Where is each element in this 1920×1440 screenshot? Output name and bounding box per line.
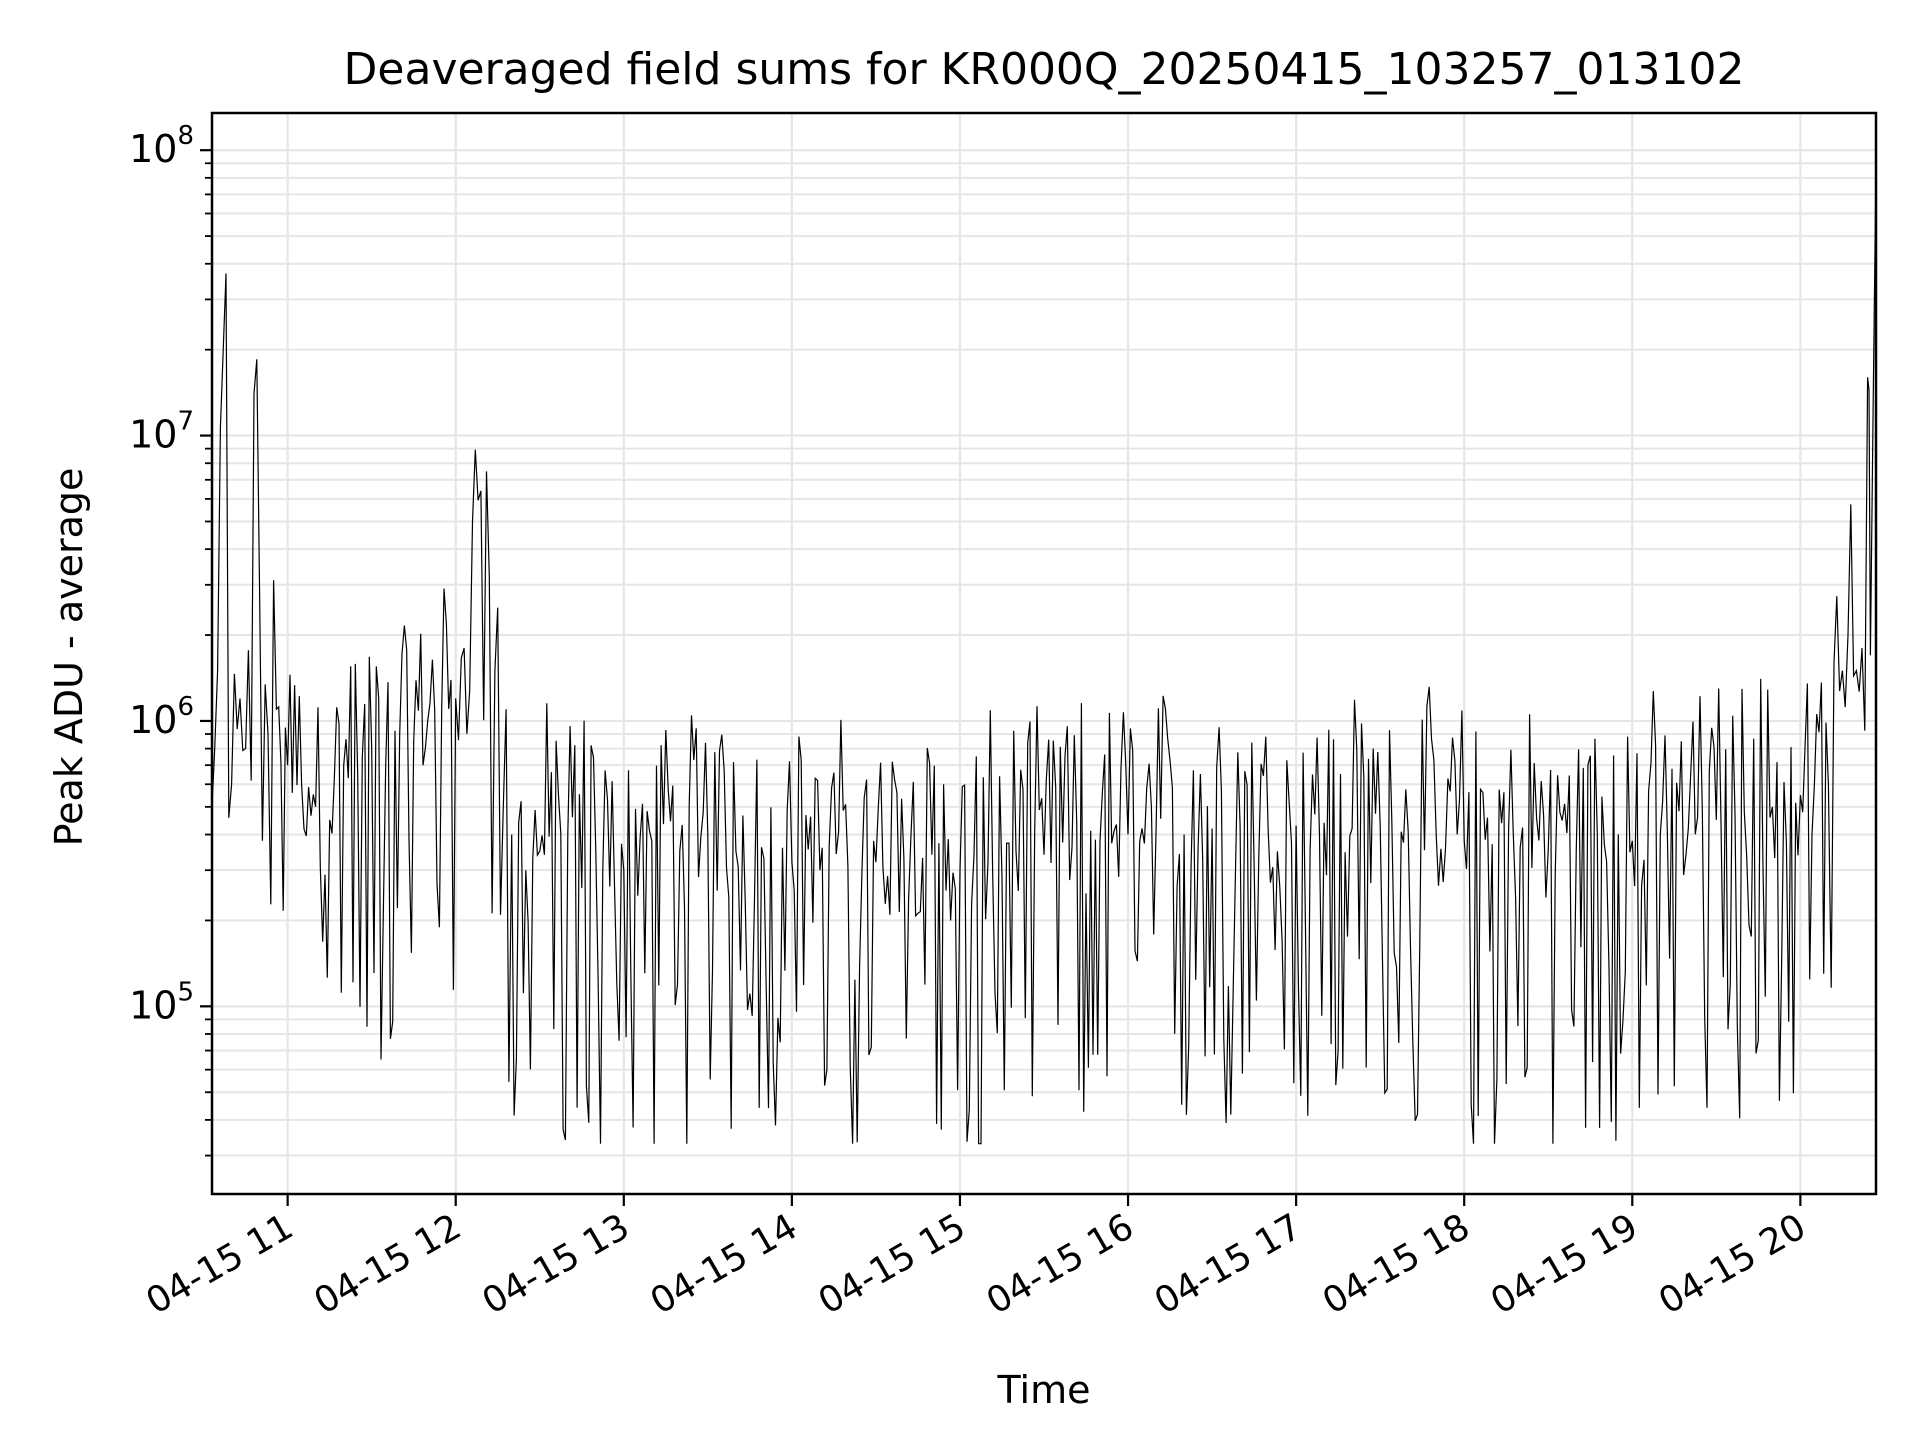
chart-title: Deaveraged field sums for KR000Q_2025041…: [344, 44, 1745, 95]
series-layer: [211, 163, 1877, 1145]
series-line-0: [211, 163, 1877, 1145]
grid: [212, 113, 1876, 1194]
x-axis-label: Time: [997, 1368, 1091, 1412]
plot-frame: [210, 111, 1878, 1196]
y-axis-label: Peak ADU - average: [47, 468, 91, 847]
y-tick-label: 106: [129, 692, 194, 742]
axes: [210, 111, 1878, 1196]
y-tick-label: 108: [129, 121, 194, 171]
y-tick-label: 105: [129, 977, 194, 1027]
y-tick-label: 107: [129, 407, 194, 457]
